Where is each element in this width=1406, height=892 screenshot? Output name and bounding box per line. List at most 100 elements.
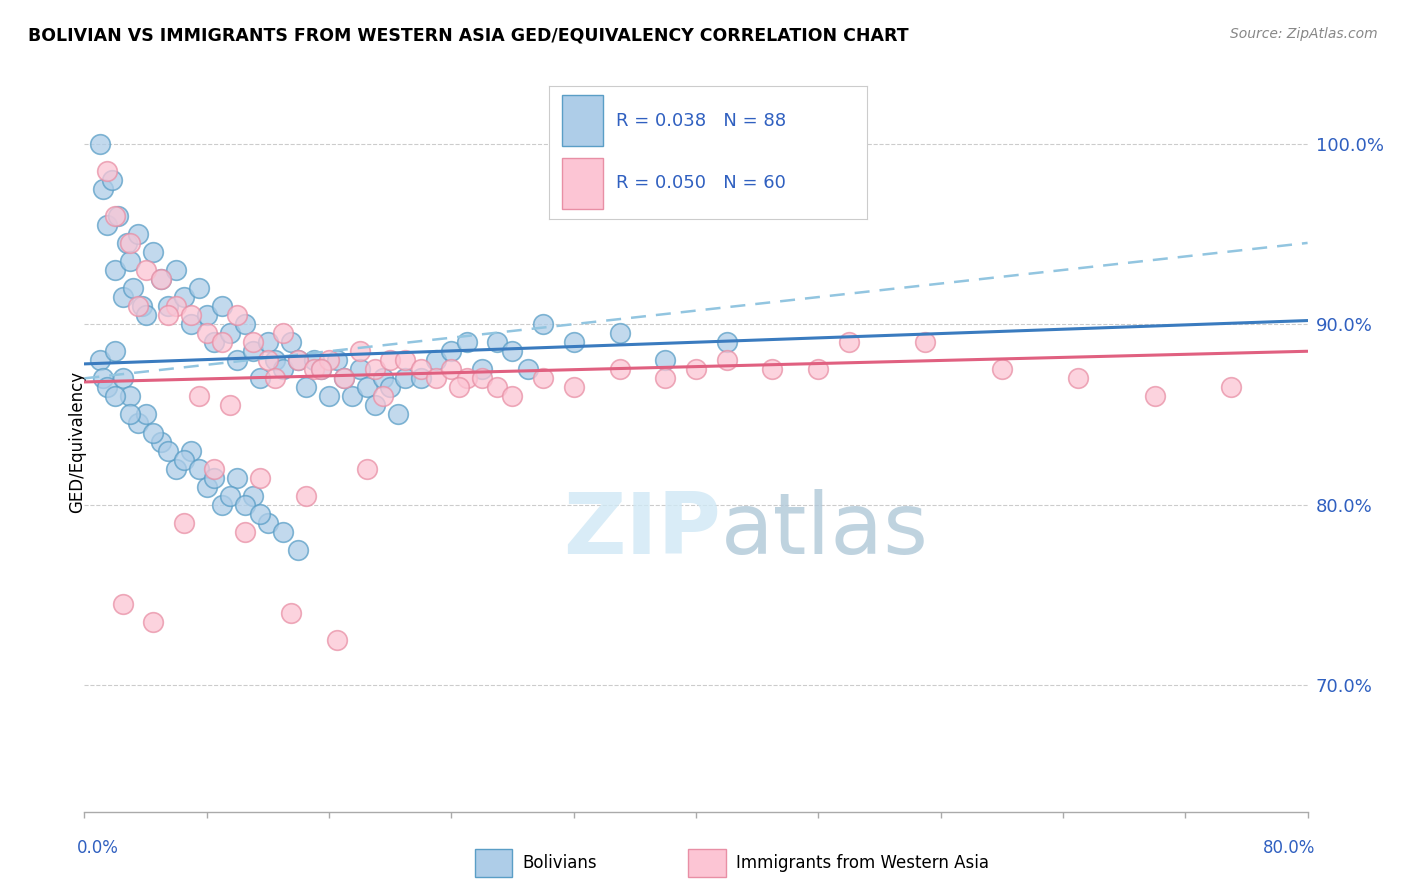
Point [127, 227, 149, 241]
Point [101, 172, 124, 186]
Text: BOLIVIAN VS IMMIGRANTS FROM WESTERN ASIA GED/EQUIVALENCY CORRELATION CHART: BOLIVIAN VS IMMIGRANTS FROM WESTERN ASIA… [28, 27, 908, 45]
Point [531, 371, 554, 385]
Point [456, 335, 478, 350]
Point [380, 380, 402, 394]
Point [165, 461, 187, 475]
Point [242, 335, 264, 350]
Point [562, 335, 585, 350]
Point [1143, 389, 1166, 403]
Point [120, 389, 142, 403]
Point [716, 353, 738, 368]
Point [287, 353, 309, 368]
Point [516, 362, 538, 376]
Point [165, 263, 187, 277]
Point [180, 317, 202, 331]
Point [257, 335, 280, 350]
Point [104, 263, 127, 277]
Point [502, 389, 524, 403]
Point [131, 299, 153, 313]
Point [333, 371, 356, 385]
Point [311, 362, 333, 376]
Point [149, 434, 172, 449]
Text: Immigrants from Western Asia: Immigrants from Western Asia [737, 854, 990, 872]
Point [249, 507, 271, 521]
Point [380, 353, 402, 368]
Point [287, 353, 309, 368]
Point [149, 272, 172, 286]
Point [188, 389, 211, 403]
Point [371, 389, 394, 403]
Point [364, 399, 387, 413]
Point [302, 362, 325, 376]
Point [271, 326, 294, 341]
Point [173, 452, 195, 467]
Point [115, 235, 138, 250]
Text: ZIP: ZIP [562, 489, 720, 572]
Point [471, 362, 494, 376]
Point [280, 606, 302, 620]
Point [127, 417, 149, 431]
Point [157, 308, 180, 322]
Point [761, 362, 783, 376]
Text: Bolivians: Bolivians [523, 854, 598, 872]
Point [111, 371, 134, 385]
Point [218, 489, 240, 503]
Point [135, 308, 157, 322]
Point [318, 353, 340, 368]
Point [226, 470, 249, 484]
Point [394, 371, 416, 385]
Bar [475, 849, 512, 877]
Point [264, 353, 287, 368]
Point [242, 344, 264, 359]
Point [295, 489, 318, 503]
Point [409, 362, 432, 376]
Point [195, 480, 218, 494]
Point [287, 542, 309, 557]
Point [502, 344, 524, 359]
Point [202, 470, 225, 484]
Point [202, 335, 225, 350]
Point [1220, 380, 1243, 394]
Point [91, 182, 114, 196]
Point [135, 263, 157, 277]
Point [180, 443, 202, 458]
Point [1067, 371, 1090, 385]
Point [89, 353, 111, 368]
Point [425, 353, 447, 368]
Point [104, 344, 127, 359]
Point [807, 362, 830, 376]
Point [257, 353, 280, 368]
Point [340, 389, 363, 403]
Point [249, 470, 271, 484]
Point [104, 389, 127, 403]
Point [264, 371, 287, 385]
Point [295, 380, 318, 394]
Point [104, 209, 127, 223]
Point [409, 371, 432, 385]
Point [914, 335, 936, 350]
Point [333, 371, 356, 385]
Point [142, 615, 165, 629]
Point [654, 371, 676, 385]
Point [233, 524, 256, 539]
Point [471, 371, 494, 385]
Point [486, 335, 509, 350]
Point [325, 633, 347, 648]
Point [226, 308, 249, 322]
Point [609, 326, 631, 341]
Point [991, 362, 1014, 376]
Point [96, 380, 118, 394]
Point [188, 461, 211, 475]
Point [394, 353, 416, 368]
Point [233, 317, 256, 331]
Point [89, 136, 111, 151]
Point [302, 353, 325, 368]
Point [486, 380, 509, 394]
Point [149, 272, 172, 286]
Point [211, 335, 233, 350]
Point [233, 498, 256, 512]
Point [195, 326, 218, 341]
Text: atlas: atlas [720, 489, 928, 572]
Point [96, 218, 118, 232]
Point [318, 389, 340, 403]
